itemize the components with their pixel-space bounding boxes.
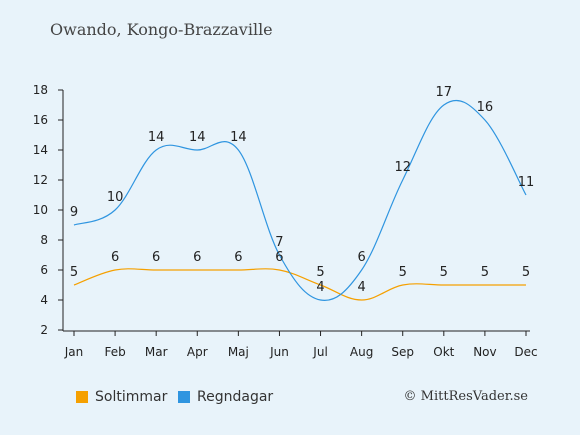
y-tick-label: 18 <box>33 83 48 97</box>
x-tick-label: Feb <box>104 345 125 359</box>
series-lines <box>73 99 527 301</box>
x-tick-label: Sep <box>391 345 414 359</box>
data-label-soltimmar: 6 <box>111 250 119 265</box>
legend-swatch-regndagar <box>178 391 190 403</box>
y-tick-label: 10 <box>33 203 48 217</box>
y-tick-label: 16 <box>33 113 48 127</box>
data-label-regndagar: 12 <box>394 160 411 175</box>
data-label-regndagar: 11 <box>518 175 535 190</box>
data-label-regndagar: 10 <box>107 190 124 205</box>
data-label-regndagar: 6 <box>357 250 365 265</box>
y-tick-label: 8 <box>40 233 48 247</box>
x-tick-label: Jul <box>312 345 327 359</box>
data-label-soltimmar: 5 <box>440 265 448 280</box>
x-tick-label: Aug <box>350 345 373 359</box>
data-label-soltimmar: 5 <box>399 265 407 280</box>
y-tick-label: 14 <box>33 143 48 157</box>
x-tick-label: Apr <box>187 345 208 359</box>
data-label-regndagar: 14 <box>189 130 206 145</box>
data-label-regndagar: 4 <box>316 280 324 295</box>
data-label-soltimmar: 4 <box>357 280 365 295</box>
x-tick-label: Jan <box>64 345 84 359</box>
data-label-soltimmar: 6 <box>193 250 201 265</box>
data-label-soltimmar: 5 <box>70 265 78 280</box>
data-label-soltimmar: 5 <box>522 265 530 280</box>
legend-label-soltimmar: Soltimmar <box>95 389 168 405</box>
y-tick-label: 12 <box>33 173 48 187</box>
legend-item-regndagar: Regndagar <box>178 389 273 405</box>
data-label-regndagar: 14 <box>148 130 165 145</box>
x-tick-label: Nov <box>473 345 496 359</box>
legend-swatch-soltimmar <box>76 391 88 403</box>
data-label-soltimmar: 6 <box>234 250 242 265</box>
axes: 2 4 6 8 10 12 14 16 18 Jan Feb Mar Apr Maj Jun Jul Aug Se… <box>33 83 538 359</box>
y-tick-label: 2 <box>40 323 48 337</box>
data-label-soltimmar: 5 <box>316 265 324 280</box>
data-label-soltimmar: 5 <box>481 265 489 280</box>
x-tick-label: Jun <box>269 345 289 359</box>
legend-label-regndagar: Regndagar <box>197 389 274 405</box>
x-tick-label: Okt <box>433 345 454 359</box>
data-label-regndagar: 7 <box>275 235 283 250</box>
data-label-regndagar: 14 <box>230 130 247 145</box>
data-label-regndagar: 16 <box>477 100 494 115</box>
legend-item-soltimmar: Soltimmar <box>76 389 167 405</box>
chart-title: Owando, Kongo-Brazzaville <box>50 20 273 39</box>
y-tick-label: 6 <box>40 263 48 277</box>
x-tick-label: Maj <box>228 345 249 359</box>
data-label-regndagar: 9 <box>70 205 78 220</box>
data-label-regndagar: 17 <box>436 85 453 100</box>
copyright-text: © MittResVader.se <box>403 389 528 404</box>
y-tick-label: 4 <box>40 293 48 307</box>
x-tick-label: Dec <box>514 345 537 359</box>
data-label-soltimmar: 6 <box>152 250 160 265</box>
data-label-soltimmar: 6 <box>275 250 283 265</box>
x-tick-label: Mar <box>145 345 168 359</box>
series-line-regndagar <box>73 99 527 301</box>
series-line-soltimmar <box>73 268 526 301</box>
